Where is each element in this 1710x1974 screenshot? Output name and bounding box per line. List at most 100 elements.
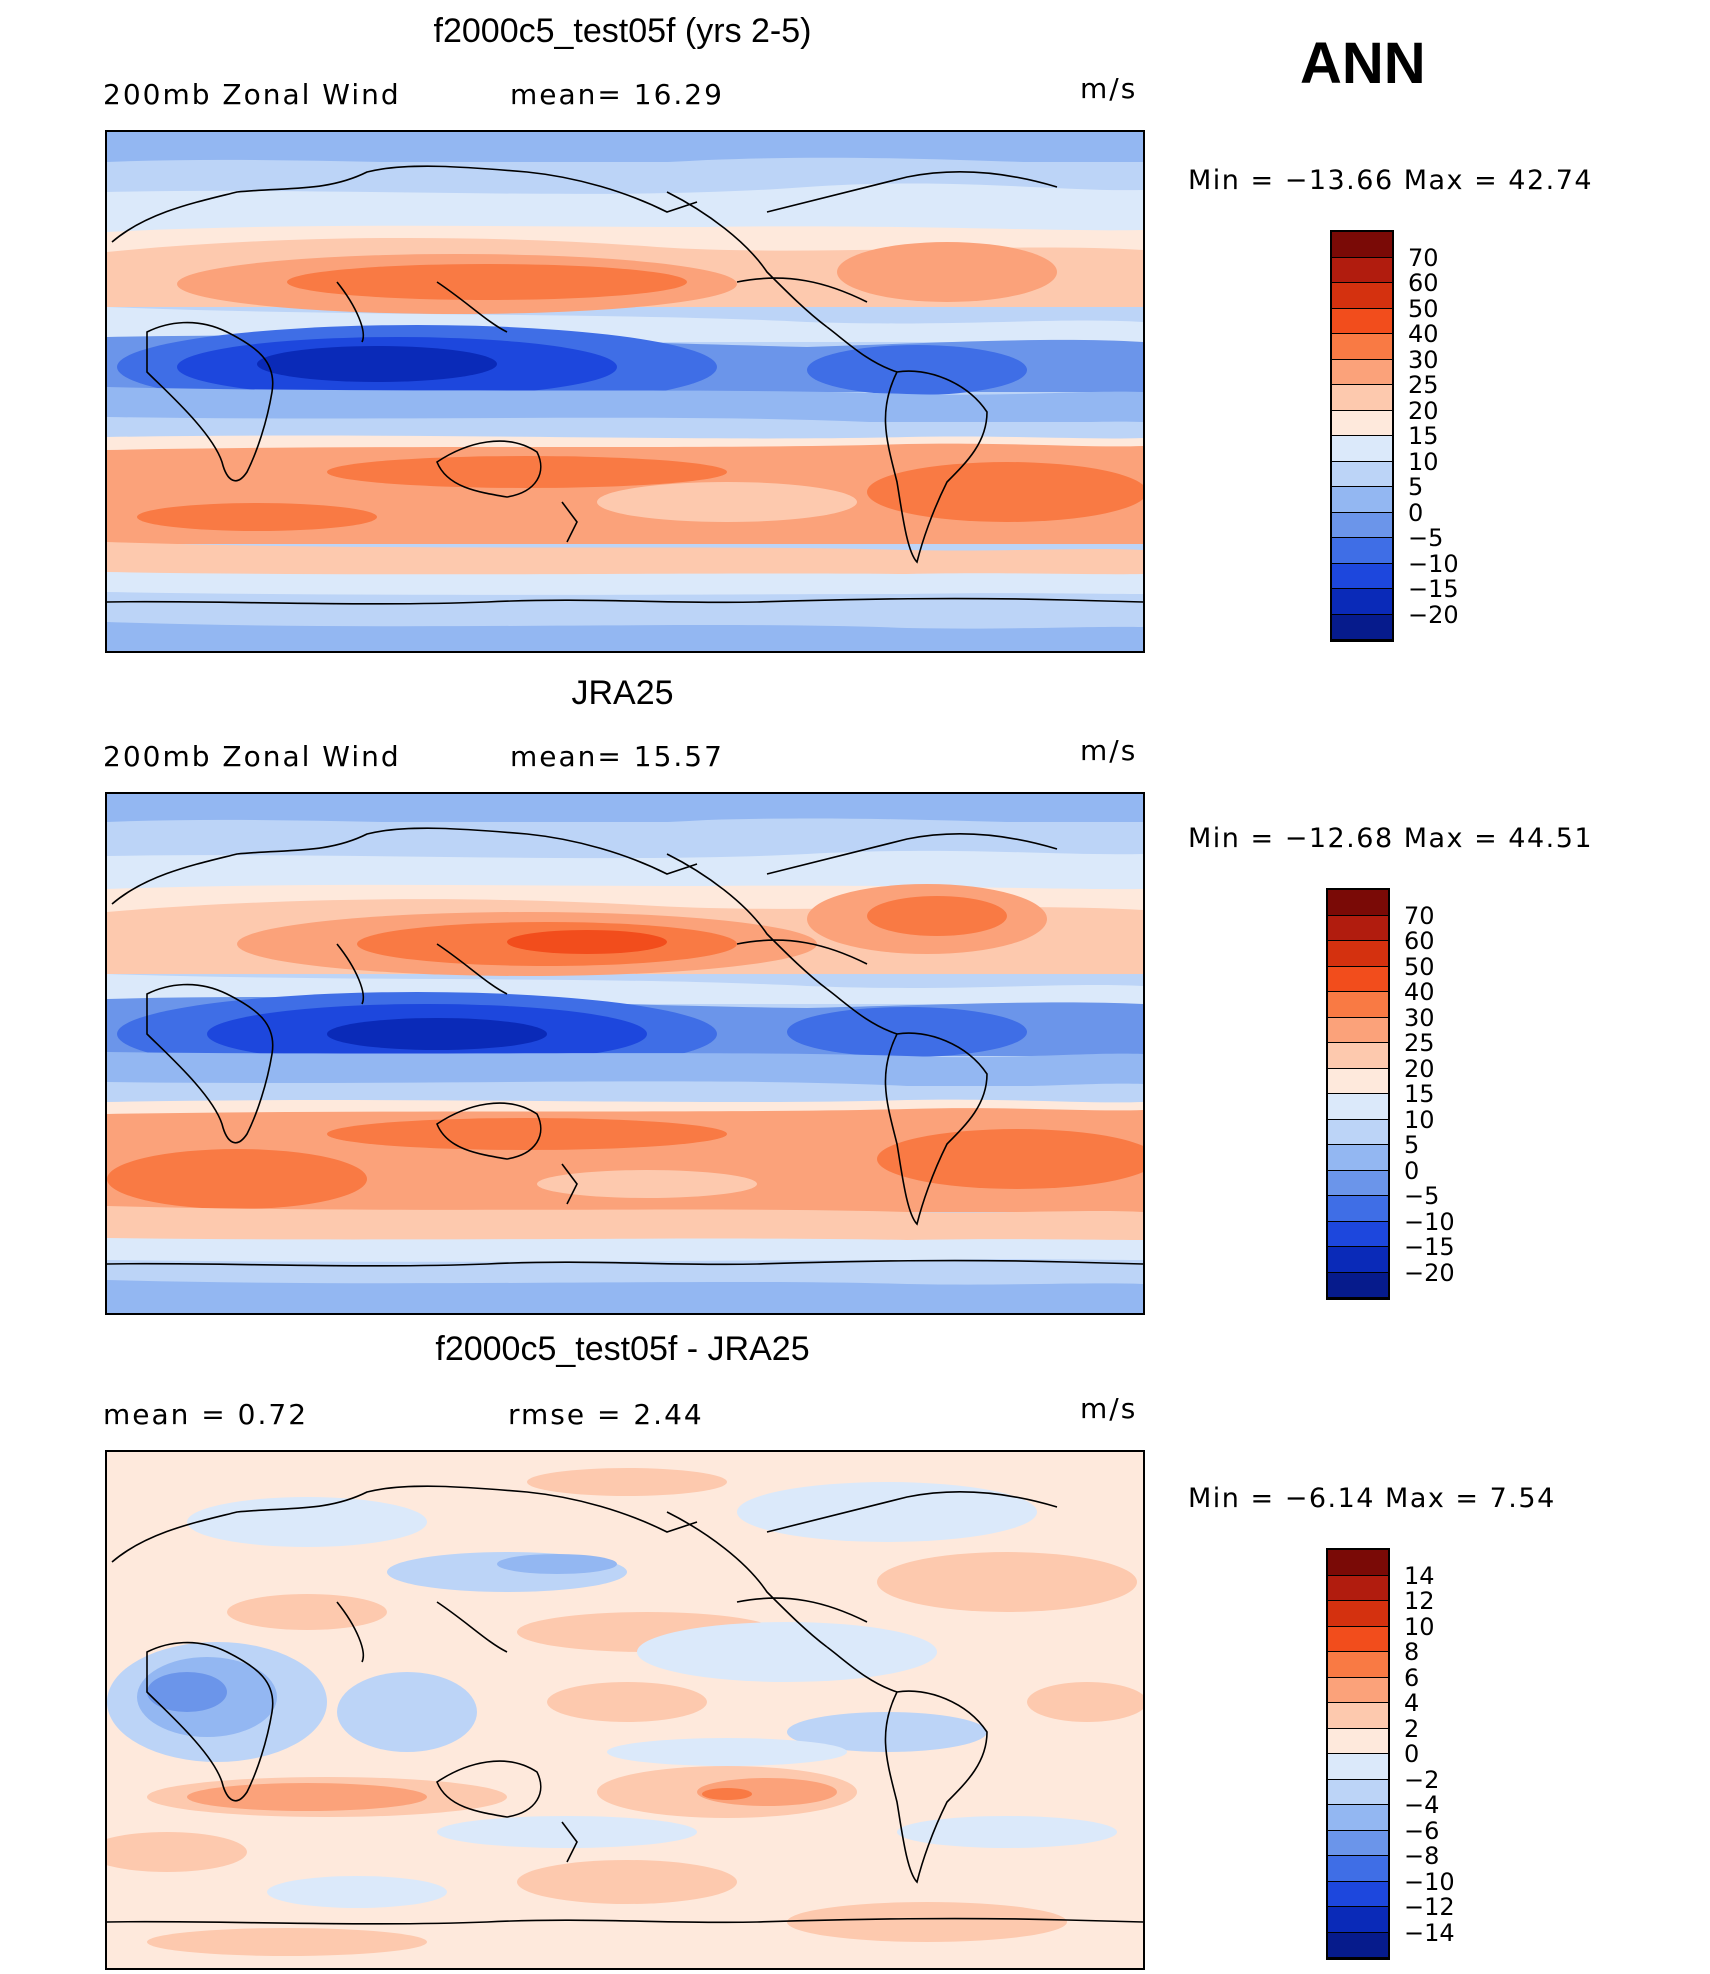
panel-2-mean-label: mean= 15.57	[510, 740, 724, 773]
colorbar-tick-label: −8	[1404, 1842, 1440, 1870]
colorbar-tick-label: 50	[1404, 952, 1435, 981]
colorbar-swatch	[1328, 1272, 1388, 1298]
colorbar-swatch	[1328, 1779, 1388, 1805]
colorbar-swatch	[1332, 614, 1392, 640]
colorbar-swatch	[1332, 385, 1392, 411]
colorbar-swatch	[1332, 512, 1392, 538]
panel-3-title: f2000c5_test05f - JRA25	[435, 1330, 810, 1368]
colorbar-tick-label: −20	[1408, 600, 1459, 629]
colorbar-tick-label: −5	[1408, 524, 1444, 552]
colorbar-tick-label: 5	[1408, 473, 1424, 501]
colorbar-tick-label: 15	[1408, 422, 1439, 450]
colorbar-tick-label: −2	[1404, 1765, 1440, 1794]
colorbar-tick-label: 6	[1404, 1663, 1420, 1692]
panel-1-units: m/s	[1080, 72, 1138, 105]
colorbar-swatch	[1332, 334, 1392, 360]
colorbar-tick-label: 30	[1408, 345, 1439, 374]
panel-3-mean-label: mean = 0.72	[103, 1398, 309, 1431]
colorbar-tick-label: 0	[1408, 498, 1424, 527]
colorbar-tick-label: 40	[1404, 978, 1435, 1006]
season-label: ANN	[1300, 31, 1426, 96]
colorbar-swatch	[1332, 232, 1392, 258]
colorbar-tick-label: −20	[1404, 1258, 1455, 1287]
colorbar-swatch	[1332, 461, 1392, 487]
colorbar-tick-label: 60	[1404, 927, 1435, 955]
panel-3-contour-field	[107, 1452, 1143, 1968]
panel-2-map	[105, 792, 1145, 1315]
colorbar-swatch	[1328, 1932, 1388, 1958]
colorbar-tick-label: 20	[1408, 396, 1439, 425]
colorbar-tick-label: 14	[1404, 1561, 1435, 1590]
panel-3-units: m/s	[1080, 1392, 1138, 1425]
colorbar-tick-label: 70	[1404, 901, 1435, 930]
colorbar-swatch	[1328, 1170, 1388, 1196]
colorbar-swatch	[1328, 1754, 1388, 1780]
panel-3-colorbar: 14 12 10 8 6 4 2 0 −2 −4 −6 −8 −10 −12 −14	[1326, 1548, 1455, 1960]
colorbar-swatch	[1332, 487, 1392, 513]
colorbar-tick-label: 25	[1408, 371, 1439, 399]
panel-2-contour-field	[107, 794, 1143, 1313]
colorbar-tick-label: −10	[1404, 1867, 1455, 1896]
colorbar-swatch	[1328, 1196, 1388, 1222]
colorbar-swatch	[1332, 436, 1392, 462]
colorbar-swatch	[1328, 1856, 1388, 1882]
colorbar-swatch	[1332, 589, 1392, 615]
panel-2-variable-label: 200mb Zonal Wind	[103, 740, 401, 773]
colorbar-swatch	[1328, 890, 1388, 916]
panel-3-rmse-label: rmse = 2.44	[508, 1398, 704, 1431]
colorbar-tick-label: −12	[1404, 1893, 1455, 1921]
panel-3-map	[105, 1450, 1145, 1970]
colorbar-tick-label: 10	[1408, 447, 1439, 476]
colorbar-tick-label: 50	[1408, 294, 1439, 323]
colorbar-swatch	[1328, 1677, 1388, 1703]
panel-1-contour-field	[107, 132, 1143, 651]
colorbar-tick-label: 70	[1408, 243, 1439, 272]
colorbar-swatch	[1328, 1043, 1388, 1069]
colorbar-swatch	[1328, 1601, 1388, 1627]
colorbar-tick-label: −14	[1404, 1918, 1455, 1947]
colorbar-tick-label: 40	[1408, 320, 1439, 348]
colorbar-swatch	[1328, 1550, 1388, 1576]
colorbar-tick-label: −10	[1404, 1207, 1455, 1236]
colorbar-tick-label: 20	[1404, 1054, 1435, 1083]
colorbar-swatch	[1332, 563, 1392, 589]
colorbar-swatch	[1328, 1728, 1388, 1754]
colorbar-swatch	[1332, 410, 1392, 436]
colorbar-swatch	[1328, 966, 1388, 992]
colorbar-swatch	[1328, 1575, 1388, 1601]
colorbar-tick-label: 60	[1408, 269, 1439, 297]
colorbar-swatch	[1332, 308, 1392, 334]
panel-2-minmax: Min = −12.68 Max = 44.51	[1188, 823, 1594, 854]
panel-1-title: f2000c5_test05f (yrs 2-5)	[433, 12, 812, 50]
panel-1-map	[105, 130, 1145, 653]
colorbar-tick-label: −5	[1404, 1182, 1440, 1210]
colorbar-tick-label: 10	[1404, 1105, 1435, 1134]
colorbar-tick-label: 10	[1404, 1612, 1435, 1641]
colorbar-swatch	[1328, 1830, 1388, 1856]
colorbar-swatch	[1328, 1626, 1388, 1652]
colorbar-swatch	[1328, 1907, 1388, 1933]
colorbar-swatch	[1328, 1703, 1388, 1729]
colorbar-tick-label: 25	[1404, 1029, 1435, 1057]
colorbar-swatch	[1328, 1247, 1388, 1273]
colorbar-swatch	[1328, 1881, 1388, 1907]
panel-1-mean-label: mean= 16.29	[510, 78, 724, 111]
colorbar-swatch	[1328, 1805, 1388, 1831]
colorbar-tick-label: 5	[1404, 1131, 1420, 1159]
colorbar-swatch	[1328, 1017, 1388, 1043]
colorbar-swatch	[1332, 538, 1392, 564]
colorbar-tick-label: 15	[1404, 1080, 1435, 1108]
panel-1-minmax: Min = −13.66 Max = 42.74	[1188, 165, 1594, 196]
colorbar-swatch	[1328, 992, 1388, 1018]
colorbar-tick-label: 4	[1404, 1689, 1420, 1717]
colorbar-swatch	[1328, 915, 1388, 941]
panel-1-variable-label: 200mb Zonal Wind	[103, 78, 401, 111]
colorbar-tick-label: 12	[1404, 1587, 1435, 1615]
colorbar-tick-label: 8	[1404, 1638, 1420, 1666]
colorbar-tick-label: −4	[1404, 1791, 1440, 1819]
colorbar-swatch	[1328, 1119, 1388, 1145]
colorbar-swatch	[1332, 283, 1392, 309]
colorbar-tick-label: 2	[1404, 1714, 1420, 1743]
colorbar-tick-label: 0	[1404, 1740, 1420, 1768]
colorbar-swatch	[1332, 257, 1392, 283]
